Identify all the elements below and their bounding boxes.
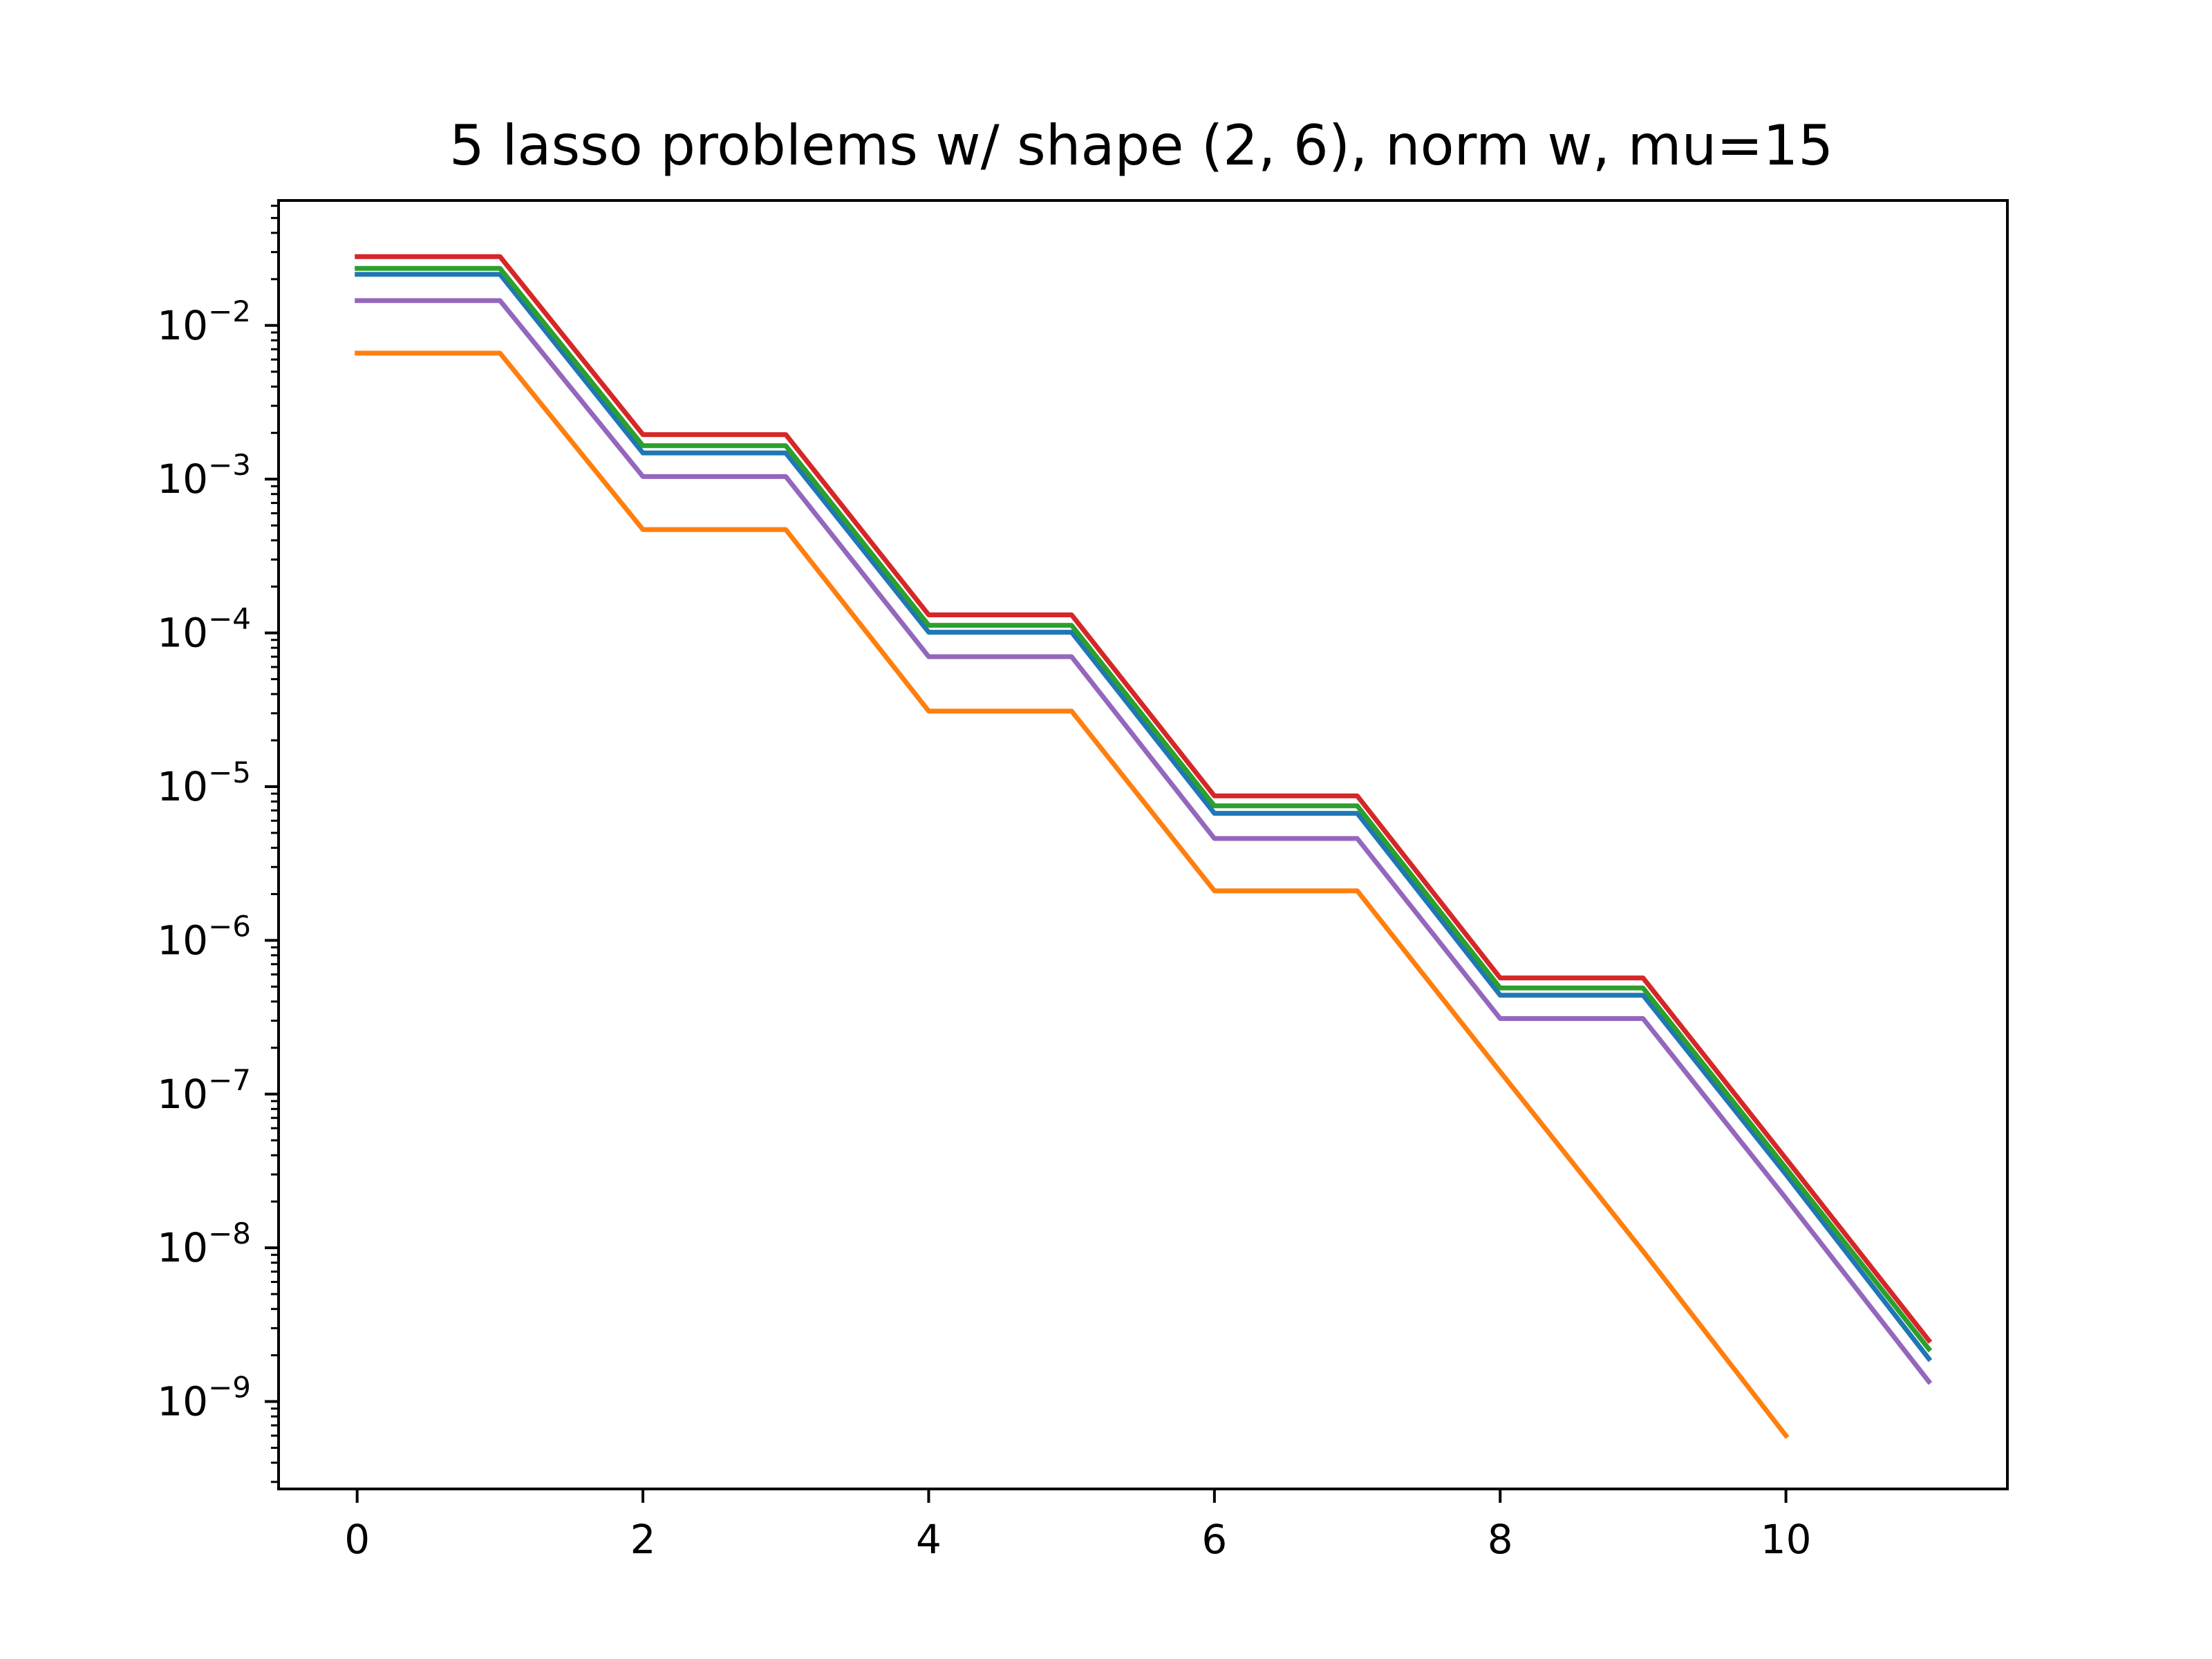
series-line-2 xyxy=(355,350,1790,1439)
y-tick-label: 10−2 xyxy=(157,294,251,349)
y-tick-label: 10−3 xyxy=(157,448,251,503)
x-tick-label: 6 xyxy=(1201,1516,1227,1563)
x-tick-label: 0 xyxy=(344,1516,370,1563)
chart-title: 5 lasso problems w/ shape (2, 6), norm w… xyxy=(449,113,1833,178)
series-line-5 xyxy=(355,298,1933,1385)
y-tick-label: 10−9 xyxy=(157,1371,251,1425)
plot-frame xyxy=(277,199,2009,1490)
series-line-3 xyxy=(355,265,1933,1353)
y-tick-label: 10−7 xyxy=(157,1063,251,1118)
y-tick-label: 10−8 xyxy=(157,1217,251,1271)
x-tick-label: 8 xyxy=(1488,1516,1513,1563)
y-tick-label: 10−6 xyxy=(157,909,251,964)
series-line-4 xyxy=(355,254,1933,1344)
series-layer xyxy=(355,254,1933,1439)
x-tick-label: 10 xyxy=(1761,1516,1812,1563)
x-tick-label: 2 xyxy=(630,1516,656,1563)
y-tick-label: 10−5 xyxy=(157,756,251,810)
x-tick-label: 4 xyxy=(916,1516,941,1563)
y-tick-label: 10−4 xyxy=(157,602,251,657)
series-line-1 xyxy=(355,272,1933,1362)
